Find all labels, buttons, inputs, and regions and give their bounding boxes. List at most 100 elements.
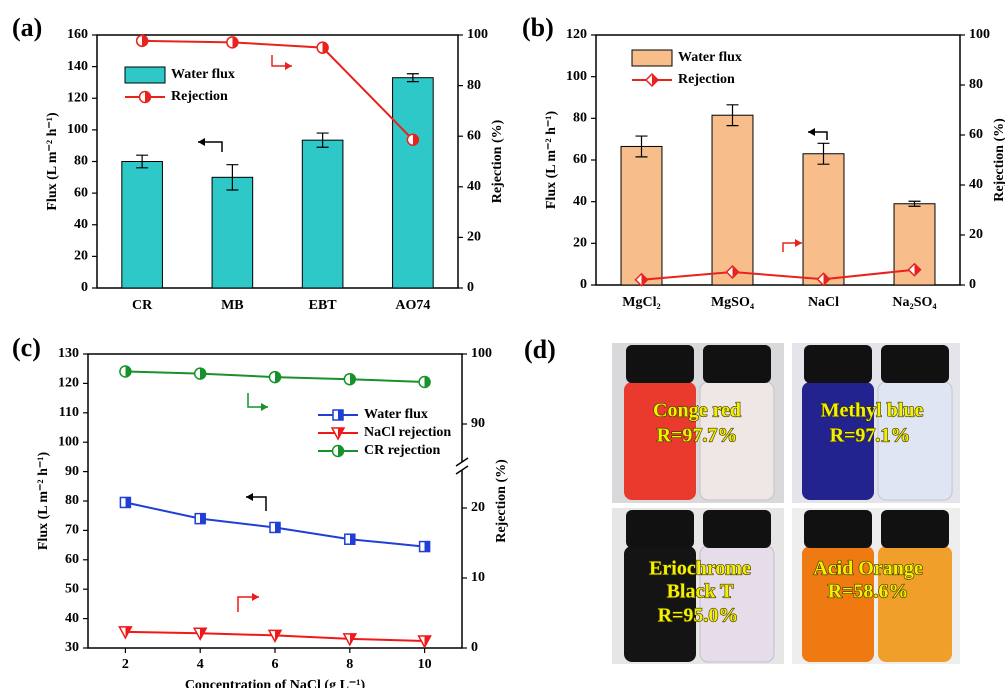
photo-label: R=58.6% — [828, 581, 909, 603]
panel-label: (c) — [12, 333, 41, 362]
y-axis-label: Flux (L m⁻² h⁻¹) — [45, 112, 60, 211]
error-bar — [406, 73, 419, 83]
y2-tick-label: 90 — [471, 416, 485, 431]
marker — [138, 90, 152, 104]
y-tick-label: 130 — [58, 346, 79, 361]
y-tick-label: 30 — [65, 640, 79, 655]
marker — [644, 72, 660, 88]
y-tick-label: 140 — [67, 59, 88, 74]
marker — [418, 375, 431, 389]
marker — [269, 521, 281, 534]
marker — [418, 540, 431, 553]
legend-swatch — [124, 66, 166, 84]
y2-tick-label: 10 — [471, 570, 485, 585]
y-tick-label: 120 — [58, 376, 79, 391]
y2-tick-label: 60 — [969, 127, 983, 142]
axis-break-gap — [459, 462, 465, 470]
y-tick-label: 40 — [573, 194, 587, 209]
y-tick-label: 40 — [65, 611, 79, 626]
marker — [331, 444, 345, 458]
annotation-arrowhead — [808, 128, 815, 136]
marker — [316, 41, 329, 54]
marker — [118, 626, 133, 640]
jar-cap — [804, 345, 872, 383]
y-axis-label: Flux (L m⁻² h⁻¹) — [544, 111, 559, 210]
y-tick-label: 100 — [67, 122, 88, 137]
x-tick-label: AO74 — [395, 298, 430, 313]
axis-break — [455, 457, 469, 467]
panel-label: (d) — [524, 335, 556, 364]
jar — [624, 382, 696, 500]
annotation-arrow — [247, 393, 268, 408]
y-tick-label: 120 — [566, 27, 587, 42]
panel-label: (a) — [12, 13, 42, 42]
bar — [301, 139, 344, 289]
y-tick-label: 50 — [65, 581, 79, 596]
marker — [332, 409, 344, 421]
y-tick-label: 90 — [65, 464, 79, 479]
jar-cap — [626, 510, 694, 548]
x-tick-label: NaCl — [808, 295, 839, 310]
y-tick-label: 0 — [81, 280, 88, 295]
y-tick-label: 100 — [566, 69, 587, 84]
legend-label: Water flux — [171, 67, 235, 82]
photo-label: R=97.1% — [830, 425, 911, 447]
photo-label: Methyl blue — [821, 400, 924, 422]
marker — [344, 533, 356, 545]
legend-label: Water flux — [364, 407, 428, 422]
jar-cap — [881, 510, 949, 548]
error-bar — [635, 135, 648, 158]
jar — [624, 546, 696, 662]
y-tick-label: 60 — [74, 185, 88, 200]
series-line — [641, 268, 915, 281]
y2-tick-label: 100 — [969, 27, 990, 42]
jar-cap — [881, 345, 949, 383]
y2-axis-label: Rejection (%) — [494, 459, 509, 543]
y-tick-label: 80 — [573, 111, 587, 126]
annotation-arrowhead — [795, 239, 802, 247]
photo-label: R=97.7% — [657, 425, 738, 447]
bar — [620, 145, 663, 286]
y-tick-label: 60 — [573, 152, 587, 167]
marker — [406, 133, 420, 146]
y2-tick-label: 40 — [969, 177, 983, 192]
marker — [330, 427, 346, 441]
x-tick-label: 2 — [122, 657, 129, 672]
marker — [267, 629, 283, 643]
marker — [226, 36, 239, 49]
x-tick-label: 4 — [197, 657, 204, 672]
error-bar — [817, 142, 830, 165]
x-tick-label: CR — [132, 298, 153, 313]
jar-cap — [703, 345, 771, 383]
y-tick-label: 120 — [67, 90, 88, 105]
annotation-arrowhead — [246, 493, 253, 501]
y-tick-label: 20 — [74, 249, 88, 264]
y2-tick-label: 20 — [969, 227, 983, 242]
x-tick-label: MgSO₄ — [711, 295, 755, 310]
x-axis-label: Concentration of NaCl (g L⁻¹) — [185, 678, 366, 688]
y2-tick-label: 100 — [467, 27, 488, 42]
x-tick-label: 10 — [418, 657, 432, 672]
jar-cap — [626, 345, 694, 383]
y2-tick-label: 0 — [467, 280, 474, 295]
annotation-arrow — [198, 141, 223, 152]
x-tick-label: MgCl₂ — [622, 295, 660, 310]
legend-label: CR rejection — [364, 443, 441, 458]
photo-label: Black T — [667, 581, 735, 603]
panel-label: (b) — [522, 13, 554, 42]
y2-tick-label: 20 — [471, 500, 485, 515]
marker — [907, 262, 922, 277]
photo-label: R=95.0% — [658, 605, 739, 627]
y2-tick-label: 40 — [467, 179, 481, 194]
annotation-arrowhead — [261, 403, 268, 411]
legend-label: Water flux — [678, 50, 742, 65]
y-tick-label: 160 — [67, 27, 88, 42]
x-tick-label: 8 — [346, 657, 353, 672]
axis-break — [455, 465, 469, 475]
bar — [121, 161, 163, 289]
marker — [342, 633, 358, 647]
jar-cap — [703, 510, 771, 548]
jar — [802, 546, 874, 662]
x-tick-label: EBT — [309, 298, 338, 313]
marker — [725, 264, 740, 280]
